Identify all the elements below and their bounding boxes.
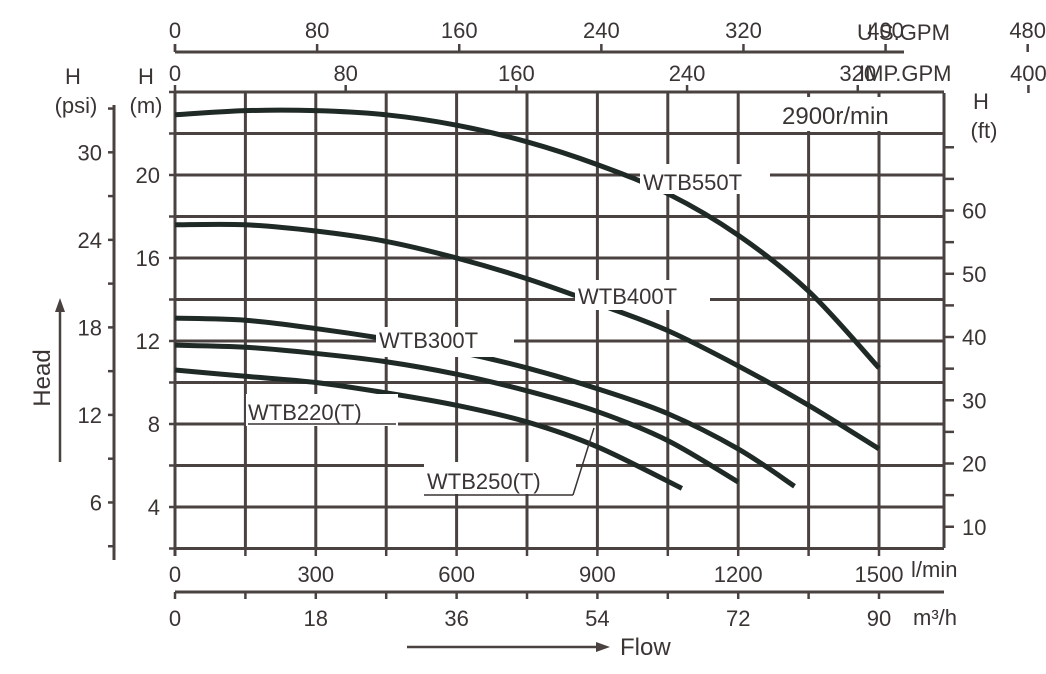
lmin-unit-label: l/min [911, 557, 957, 582]
up-arrow-icon [55, 298, 65, 312]
psi-tick-label: 30 [78, 140, 102, 165]
ft-tick-label: 60 [962, 199, 986, 224]
head-label: Head [29, 349, 56, 406]
m-axis-unit-label: (m) [130, 93, 163, 118]
m-tick-label: 16 [136, 246, 160, 271]
psi-tick-label: 18 [78, 315, 102, 340]
lmin-tick-label: 0 [169, 562, 181, 587]
m3h-unit-label: m³/h [913, 605, 957, 630]
m-tick-label: 12 [136, 329, 160, 354]
us-gpm-tick-label: 240 [583, 18, 620, 43]
lmin-tick-label: 900 [579, 562, 616, 587]
ft-axis-h-label: H [973, 89, 989, 114]
head-axis-title: Head [29, 298, 65, 462]
us-gpm-tick-label: 400 [867, 18, 904, 43]
psi-tick-label: 12 [78, 403, 102, 428]
imp-gpm-tick-label: 240 [669, 61, 706, 86]
wtb250-leader-line [572, 427, 595, 496]
right-arrow-icon [596, 642, 610, 652]
ft-tick-label: 20 [962, 452, 986, 477]
speed-label-bg [778, 97, 918, 131]
curve-label-wtb300t: WTB300T [379, 328, 478, 353]
ft-tick-label: 50 [962, 262, 986, 287]
curve-wtb300t [174, 315, 796, 489]
lmin-tick-label: 1500 [855, 562, 904, 587]
curve-wtb220t [174, 367, 683, 491]
curve-label-wtb220t: WTB220(T) [248, 400, 362, 425]
us-gpm-tick-label: 480 [1009, 18, 1046, 43]
curve-wtb550t [174, 107, 881, 370]
lmin-tick-label: 300 [297, 562, 334, 587]
curve-label-wtb250t: WTB250(T) [427, 469, 541, 494]
ft-tick-label: 30 [962, 388, 986, 413]
imp-gpm-tick-label: 160 [498, 61, 535, 86]
lmin-tick-label: 600 [438, 562, 475, 587]
imp-gpm-unit-label: IMP.GPM [859, 61, 952, 86]
m3h-tick-label: 72 [726, 606, 750, 631]
us-gpm-tick-label: 320 [725, 18, 762, 43]
curve-label-wtb400t: WTB400T [578, 284, 677, 309]
imp-gpm-tick-label: 320 [839, 61, 876, 86]
us-gpm-unit-label: U.S.GPM [857, 20, 950, 45]
us-gpm-tick-label: 160 [441, 18, 478, 43]
m3h-tick-label: 18 [304, 606, 328, 631]
m3h-tick-label: 0 [169, 606, 181, 631]
curve-label-wtb550t: WTB550T [643, 170, 742, 195]
m3h-tick-label: 54 [585, 606, 609, 631]
imp-gpm-tick-label: 400 [1010, 61, 1046, 86]
psi-axis-h-label: H [65, 64, 81, 89]
flow-axis-title: Flow [407, 634, 671, 661]
us-gpm-tick-label: 0 [169, 18, 181, 43]
m-tick-label: 20 [136, 163, 160, 188]
imp-gpm-tick-label: 0 [169, 61, 181, 86]
lmin-tick-label: 1200 [714, 562, 763, 587]
psi-tick-label: 6 [90, 490, 102, 515]
m3h-tick-label: 36 [444, 606, 468, 631]
curve-labels: WTB550T WTB400T WTB300T WTB220(T) WTB250… [246, 164, 770, 496]
us-gpm-tick-label: 80 [305, 18, 329, 43]
psi-axis-unit-label: (psi) [55, 93, 98, 118]
psi-tick-label: 24 [78, 228, 102, 253]
speed-label: 2900r/min [782, 103, 889, 130]
imp-gpm-tick-label: 80 [333, 61, 357, 86]
ft-axis-unit-label: (ft) [971, 118, 998, 143]
flow-label: Flow [620, 634, 671, 661]
curve-wtb400t [174, 221, 881, 452]
m-axis-h-label: H [138, 64, 154, 89]
ft-tick-label: 10 [962, 515, 986, 540]
ft-tick-label: 40 [962, 325, 986, 350]
m3h-tick-label: 90 [867, 606, 891, 631]
m-tick-label: 4 [148, 495, 160, 520]
m-tick-label: 8 [148, 412, 160, 437]
curves [174, 107, 881, 491]
curve-wtb250t [174, 342, 740, 485]
